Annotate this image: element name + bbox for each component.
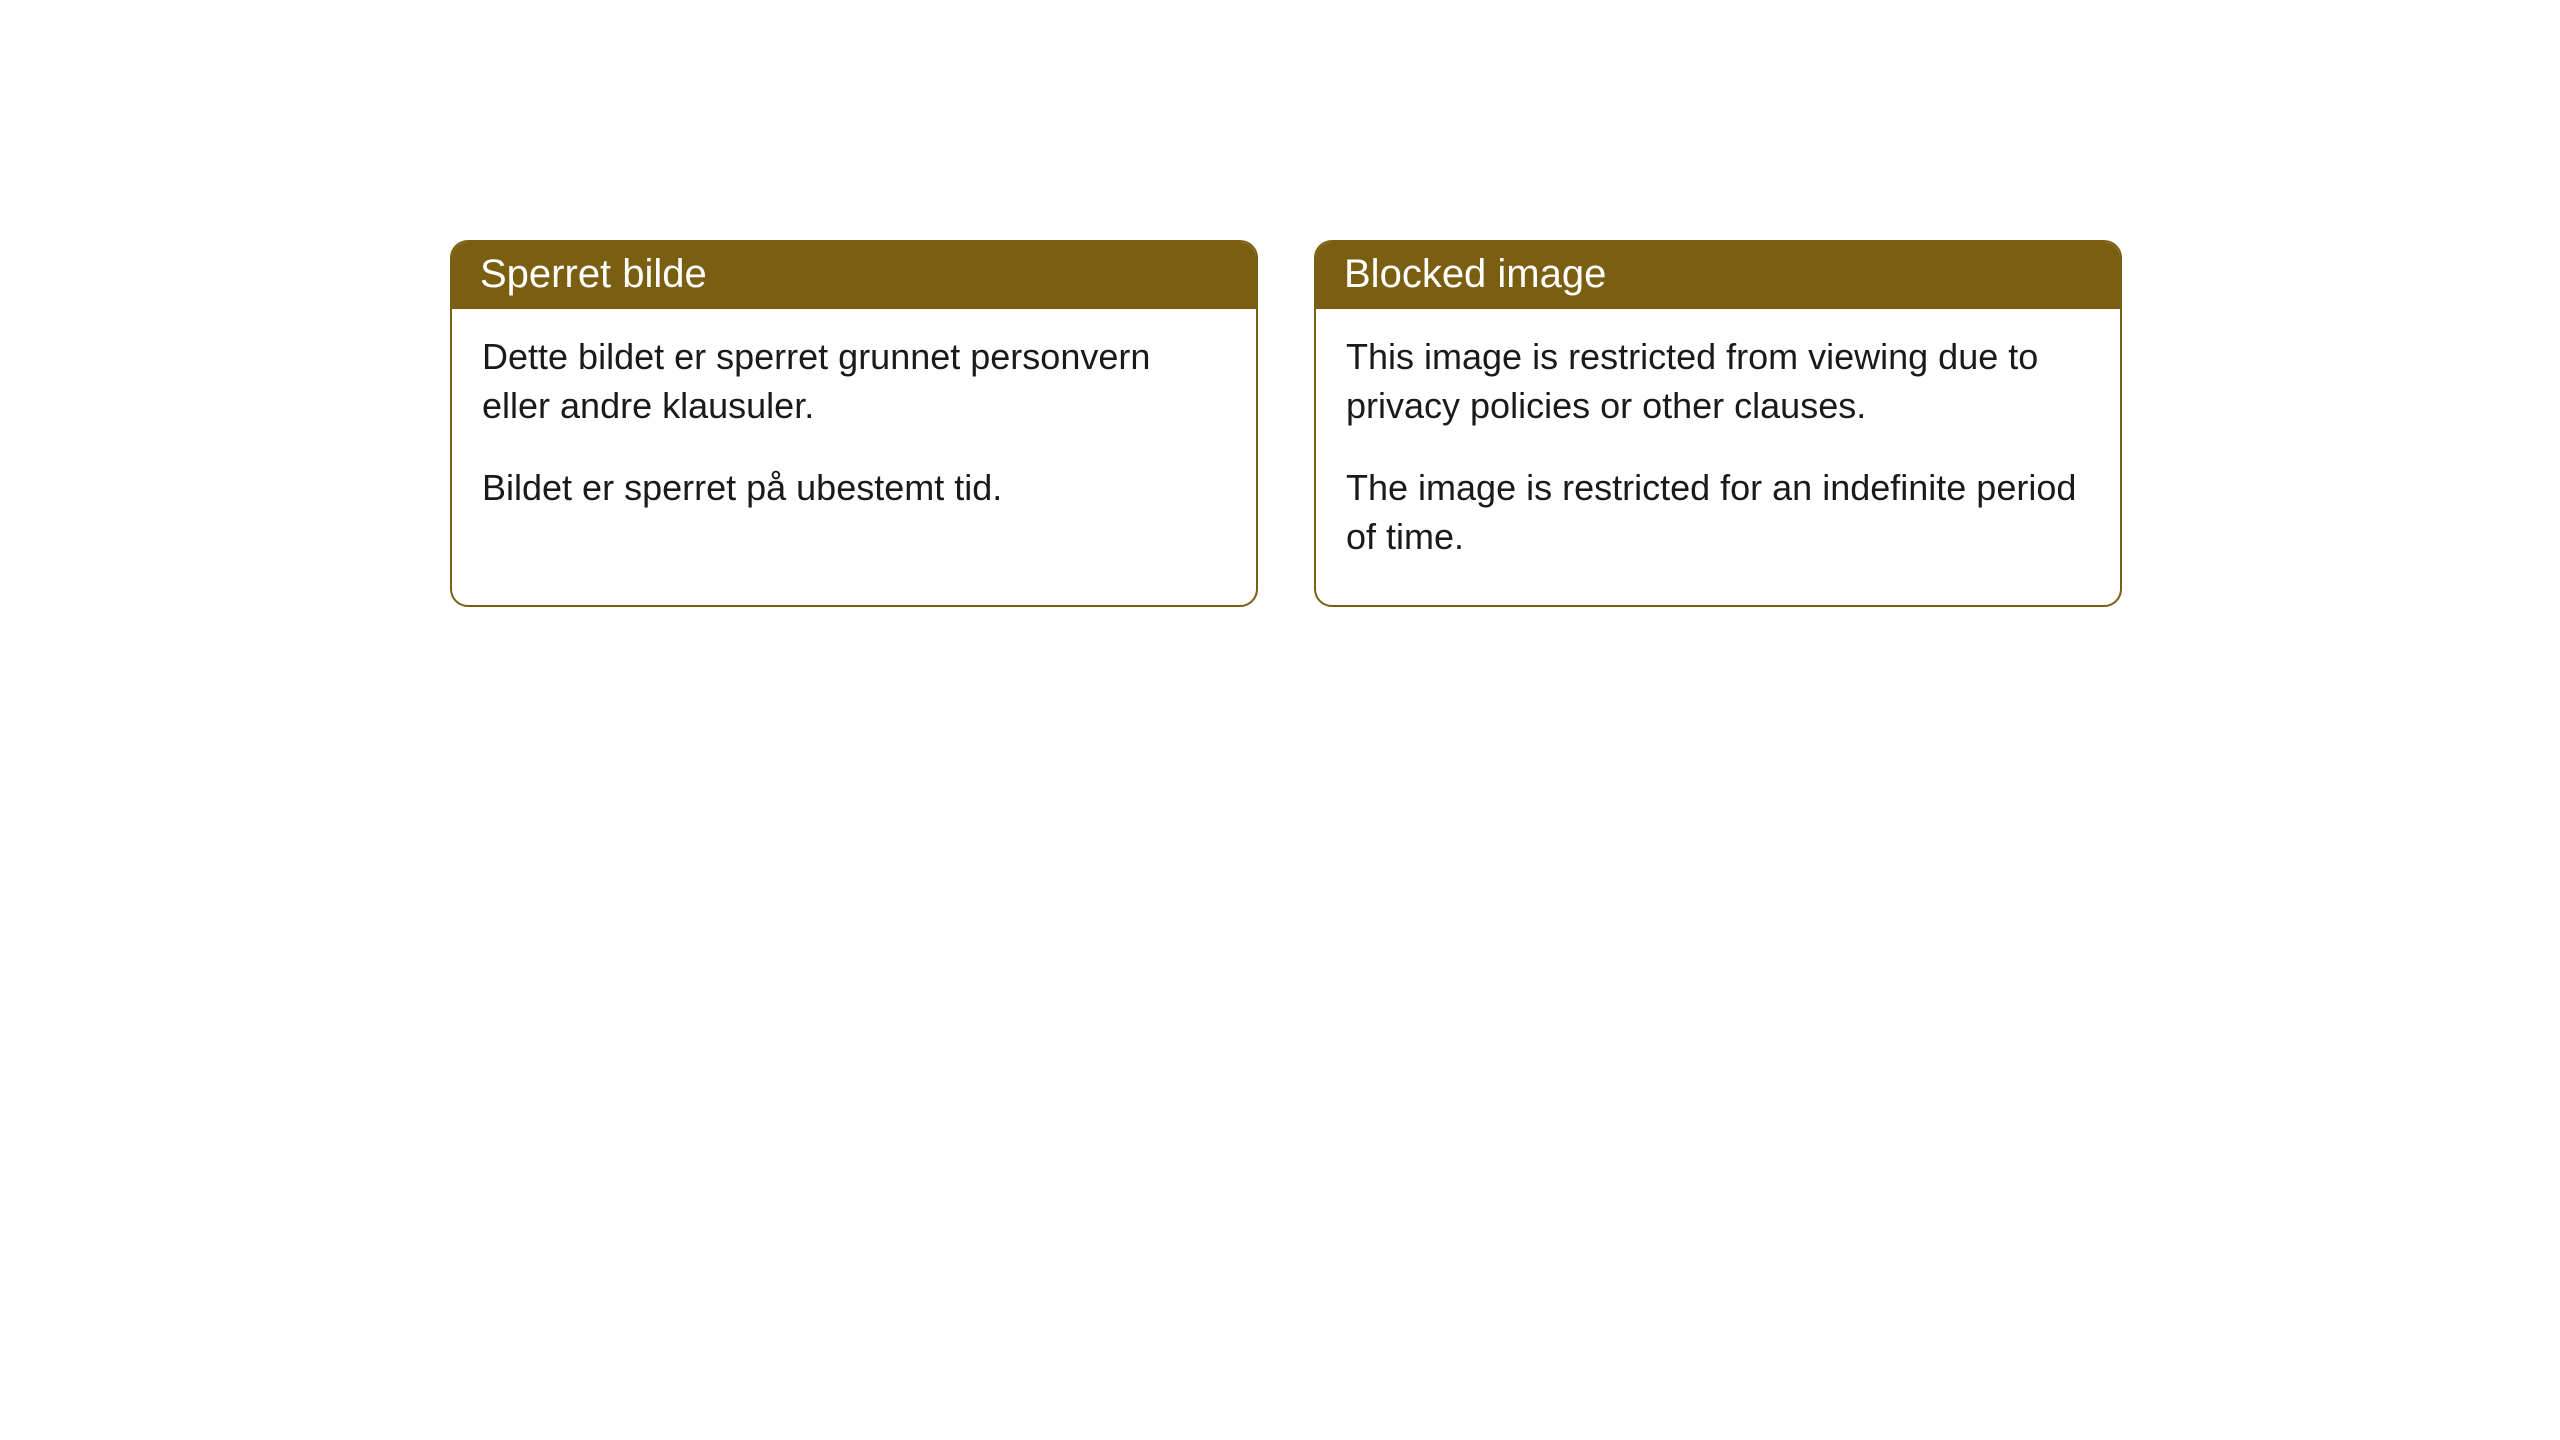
card-header: Blocked image <box>1316 242 2120 309</box>
card-paragraph: Dette bildet er sperret grunnet personve… <box>482 333 1226 430</box>
card-body: This image is restricted from viewing du… <box>1316 309 2120 605</box>
card-english: Blocked image This image is restricted f… <box>1314 240 2122 607</box>
card-body: Dette bildet er sperret grunnet personve… <box>452 309 1256 557</box>
card-title: Sperret bilde <box>480 252 707 296</box>
card-paragraph: This image is restricted from viewing du… <box>1346 333 2090 430</box>
card-header: Sperret bilde <box>452 242 1256 309</box>
card-title: Blocked image <box>1344 252 1606 296</box>
card-paragraph: The image is restricted for an indefinit… <box>1346 464 2090 561</box>
card-paragraph: Bildet er sperret på ubestemt tid. <box>482 464 1226 513</box>
cards-container: Sperret bilde Dette bildet er sperret gr… <box>450 240 2122 607</box>
card-norwegian: Sperret bilde Dette bildet er sperret gr… <box>450 240 1258 607</box>
